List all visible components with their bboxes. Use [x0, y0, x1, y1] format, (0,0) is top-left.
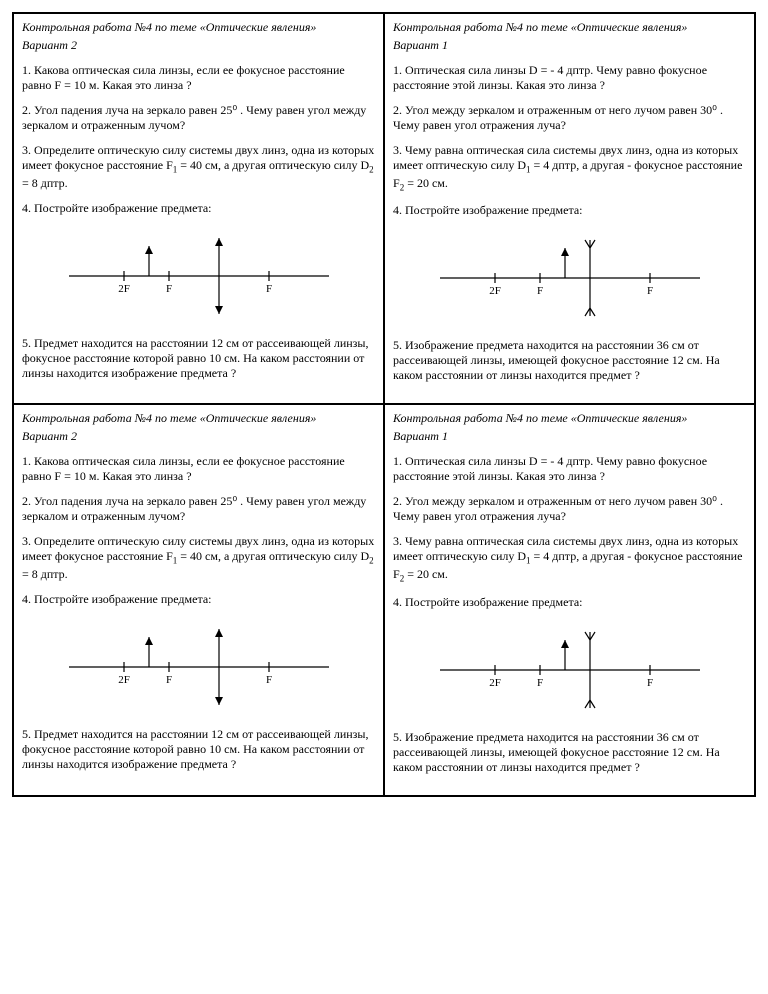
title: Контрольная работа №4 по теме «Оптически…: [393, 411, 746, 426]
svg-text:2F: 2F: [118, 283, 130, 295]
title: Контрольная работа №4 по теме «Оптически…: [393, 20, 746, 35]
q1: 1. Оптическая сила линзы D = - 4 дптр. Ч…: [393, 454, 746, 484]
q5: 5. Предмет находится на расстоянии 12 см…: [22, 336, 375, 381]
q1: 1. Какова оптическая сила линзы, если ее…: [22, 63, 375, 93]
svg-text:F: F: [646, 285, 652, 297]
svg-text:2F: 2F: [489, 677, 501, 689]
worksheet-grid: Контрольная работа №4 по теме «Оптически…: [12, 12, 756, 797]
svg-text:F: F: [265, 674, 271, 686]
diagram-v1: 2F F F: [393, 620, 746, 720]
diagram-v1: 2F F F: [393, 228, 746, 328]
svg-text:2F: 2F: [118, 674, 130, 686]
q3: 3. Чему равна оптическая сила системы дв…: [393, 534, 746, 584]
q3-c: = 20 см.: [404, 176, 448, 190]
q2: 2. Угол падения луча на зеркало равен 25…: [22, 494, 375, 524]
svg-text:F: F: [165, 674, 171, 686]
variant-label: Вариант 2: [22, 38, 375, 53]
q3: 3. Чему равна оптическая сила системы дв…: [393, 143, 746, 193]
q5: 5. Изображение предмета находится на рас…: [393, 338, 746, 383]
q2: 2. Угол падения луча на зеркало равен 25…: [22, 103, 375, 133]
cell-v1-top: Контрольная работа №4 по теме «Оптически…: [384, 13, 755, 404]
q2: 2. Угол между зеркалом и отраженным от н…: [393, 494, 746, 524]
q4: 4. Постройте изображение предмета:: [22, 592, 375, 607]
cell-v2-top: Контрольная работа №4 по теме «Оптически…: [13, 13, 384, 404]
variant-label: Вариант 1: [393, 38, 746, 53]
variant-label: Вариант 1: [393, 429, 746, 444]
q3: 3. Определите оптическую силу системы дв…: [22, 143, 375, 191]
svg-text:F: F: [265, 283, 271, 295]
cell-v2-bottom: Контрольная работа №4 по теме «Оптически…: [13, 404, 384, 795]
q3-b: = 40 см, а другая оптическую силу D: [177, 158, 369, 172]
q3-c: = 8 дптр.: [22, 176, 68, 190]
q5: 5. Предмет находится на расстоянии 12 см…: [22, 727, 375, 772]
q5: 5. Изображение предмета находится на рас…: [393, 730, 746, 775]
q1: 1. Оптическая сила линзы D = - 4 дптр. Ч…: [393, 63, 746, 93]
svg-text:2F: 2F: [489, 285, 501, 297]
q2: 2. Угол между зеркалом и отраженным от н…: [393, 103, 746, 133]
svg-text:F: F: [536, 677, 542, 689]
variant-label: Вариант 2: [22, 429, 375, 444]
q4: 4. Постройте изображение предмета:: [22, 201, 375, 216]
q3-b: = 40 см, а другая оптическую силу D: [177, 549, 369, 563]
title: Контрольная работа №4 по теме «Оптически…: [22, 20, 375, 35]
title: Контрольная работа №4 по теме «Оптически…: [22, 411, 375, 426]
cell-v1-bottom: Контрольная работа №4 по теме «Оптически…: [384, 404, 755, 795]
svg-text:F: F: [646, 677, 652, 689]
q3-c: = 20 см.: [404, 567, 448, 581]
q3-sub2: 2: [369, 164, 374, 174]
q3-sub2: 2: [369, 556, 374, 566]
svg-text:F: F: [165, 283, 171, 295]
q4: 4. Постройте изображение предмета:: [393, 203, 746, 218]
diagram-v2: 2F F F: [22, 617, 375, 717]
q3-c: = 8 дптр.: [22, 567, 68, 581]
q3: 3. Определите оптическую силу системы дв…: [22, 534, 375, 582]
q1: 1. Какова оптическая сила линзы, если ее…: [22, 454, 375, 484]
q4: 4. Постройте изображение предмета:: [393, 595, 746, 610]
svg-text:F: F: [536, 285, 542, 297]
diagram-v2: 2F F F: [22, 226, 375, 326]
